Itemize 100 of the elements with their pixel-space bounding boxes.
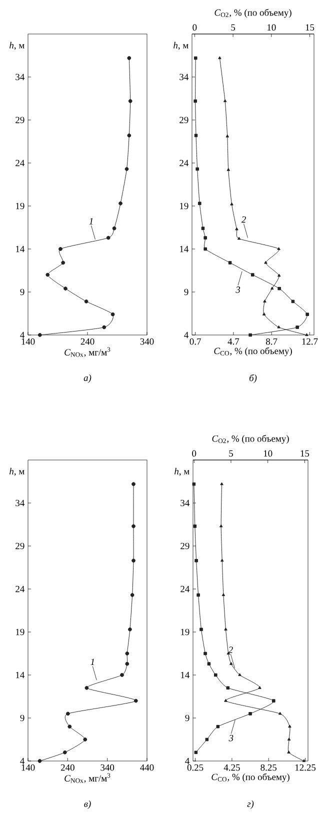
point — [214, 673, 218, 677]
point — [38, 333, 42, 337]
point — [204, 652, 207, 656]
y-tick-label: 19 — [180, 202, 188, 210]
y-tick-label: 29 — [180, 542, 190, 550]
point — [128, 627, 132, 632]
annotation: 1 — [90, 658, 94, 665]
point — [102, 325, 106, 330]
point — [64, 286, 68, 290]
point — [204, 236, 207, 240]
point — [130, 593, 134, 597]
y-tick-label: 19 — [181, 628, 190, 636]
x2-tick-label: 15 — [300, 450, 310, 457]
point — [207, 662, 211, 666]
x-tick-label: 240 — [60, 764, 74, 771]
x-axis-title: C$_{NOx}$, мг/м$^{3}$ — [64, 773, 110, 783]
x2-tick-label: 0 — [192, 450, 196, 457]
point — [112, 226, 116, 230]
point — [196, 593, 200, 597]
x-tick-label: 12.25 — [295, 764, 316, 771]
point — [226, 686, 230, 690]
y-axis-title: h, м — [174, 468, 190, 476]
annotation: 2 — [228, 646, 233, 653]
x-tick-label: 340 — [140, 338, 154, 345]
y-tick-label: 34 — [180, 74, 189, 80]
y-tick-label: 4 — [20, 758, 25, 764]
y-tick-label: 4 — [185, 758, 190, 764]
x-tick-label: 12.7 — [302, 338, 318, 345]
point — [106, 236, 110, 240]
y-tick-label: 9 — [20, 288, 24, 296]
text: б) — [249, 374, 257, 384]
y-tick-label: 9 — [185, 714, 190, 722]
y-axis-title: h, м — [10, 468, 24, 476]
point — [61, 260, 66, 265]
x-tick-label: 240 — [80, 338, 94, 345]
x-axis-title: C$_{CO}$, % (по объему) — [214, 347, 292, 356]
point — [118, 201, 122, 206]
point — [120, 673, 124, 677]
y-tick-label: 14 — [16, 246, 25, 252]
y-tick-label: 14 — [181, 672, 190, 678]
point — [38, 759, 42, 763]
text: а) — [84, 374, 92, 383]
point — [192, 482, 196, 486]
point — [205, 738, 209, 742]
point — [201, 226, 205, 230]
point — [296, 326, 299, 329]
y-tick-label: 34 — [16, 500, 25, 506]
point — [132, 558, 136, 563]
y-tick-label: 19 — [16, 628, 24, 636]
x-tick-label: 8.7 — [266, 338, 278, 345]
y-tick-label: 24 — [180, 160, 189, 166]
y-tick-label: 34 — [180, 500, 190, 506]
point — [204, 247, 207, 251]
annotation: 1 — [89, 218, 93, 224]
point — [68, 724, 72, 729]
y-tick-label: 19 — [16, 202, 24, 210]
point — [125, 652, 130, 656]
y-tick-label: 9 — [184, 288, 188, 296]
x-tick-label: 140 — [22, 764, 35, 771]
x-tick-label: 140 — [22, 338, 35, 345]
annotation: 2 — [241, 216, 246, 223]
point — [127, 56, 132, 60]
point — [228, 261, 232, 264]
point — [278, 286, 281, 290]
point — [46, 272, 50, 277]
y-tick-label: 9 — [20, 714, 24, 722]
y-tick-label: 14 — [180, 246, 189, 252]
annotation: 3 — [228, 734, 234, 742]
point — [291, 300, 295, 304]
point — [66, 712, 70, 716]
y-tick-label: 14 — [16, 672, 25, 678]
x-tick-label: 8.25 — [260, 764, 277, 771]
x2-tick-label: 10 — [264, 450, 272, 457]
point — [127, 134, 132, 138]
point — [194, 558, 198, 562]
point — [134, 698, 138, 703]
point — [194, 56, 198, 60]
point — [62, 750, 67, 754]
point — [110, 312, 115, 316]
y-tick-label: 29 — [180, 116, 188, 124]
x2-axis-title: C$_{O2}$, % (по объему) — [212, 434, 289, 444]
point — [194, 99, 197, 103]
point — [125, 662, 130, 666]
x2-tick-label: 15 — [306, 24, 314, 31]
x-axis-title: C$_{NOx}$, мг/м$^{3}$ — [64, 347, 110, 357]
point — [194, 750, 198, 754]
x-tick-label: 0.25 — [187, 764, 204, 771]
point — [196, 167, 199, 171]
point — [58, 247, 62, 251]
point — [124, 167, 129, 171]
x2-tick-label: 5 — [231, 24, 236, 31]
y-tick-label: 24 — [16, 586, 25, 592]
point — [216, 724, 220, 728]
x-tick-label: 440 — [140, 764, 154, 771]
y-tick-label: 29 — [16, 542, 24, 550]
x-tick-label: 4.25 — [224, 764, 240, 771]
x-tick-label: 340 — [100, 764, 114, 771]
y-tick-label: 4 — [184, 332, 189, 338]
y-tick-label: 4 — [20, 332, 25, 338]
text: г) — [247, 800, 254, 809]
